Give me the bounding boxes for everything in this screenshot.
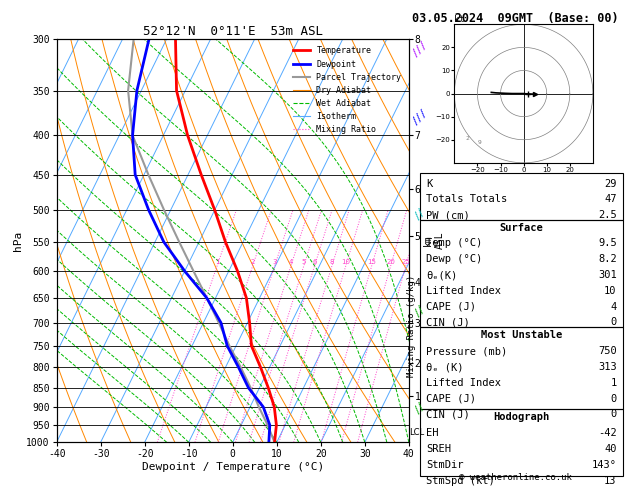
Text: 0: 0 (610, 409, 616, 419)
Text: 8.2: 8.2 (598, 254, 616, 264)
Text: CAPE (J): CAPE (J) (426, 302, 476, 312)
Legend: Temperature, Dewpoint, Parcel Trajectory, Dry Adiabat, Wet Adiabat, Isotherm, Mi: Temperature, Dewpoint, Parcel Trajectory… (290, 43, 404, 138)
Text: 1: 1 (610, 378, 616, 388)
Text: 4: 4 (610, 302, 616, 312)
Text: 25: 25 (401, 260, 410, 265)
Text: θₑ(K): θₑ(K) (426, 270, 457, 280)
Text: //: // (413, 206, 428, 222)
Text: //: // (413, 400, 428, 416)
Text: 29: 29 (604, 179, 616, 189)
Text: 40: 40 (604, 444, 616, 454)
Text: 143°: 143° (592, 460, 616, 470)
Text: Surface: Surface (499, 223, 543, 233)
Text: 3: 3 (272, 260, 277, 265)
Text: Mixing Ratio (g/kg): Mixing Ratio (g/kg) (408, 275, 416, 377)
Text: 301: 301 (598, 270, 616, 280)
Text: © weatheronline.co.uk: © weatheronline.co.uk (459, 473, 572, 482)
Text: ///: /// (410, 39, 430, 58)
Text: 47: 47 (604, 194, 616, 205)
Text: 20: 20 (386, 260, 395, 265)
Text: SREH: SREH (426, 444, 451, 454)
Text: 5: 5 (302, 260, 306, 265)
Text: 750: 750 (598, 346, 616, 356)
Text: Most Unstable: Most Unstable (481, 330, 562, 341)
Text: kt: kt (454, 15, 465, 24)
Text: 15: 15 (367, 260, 376, 265)
Text: 1: 1 (215, 260, 220, 265)
X-axis label: Dewpoint / Temperature (°C): Dewpoint / Temperature (°C) (142, 462, 324, 472)
Text: 313: 313 (598, 362, 616, 372)
Text: 0: 0 (610, 394, 616, 404)
Text: LCL: LCL (409, 428, 424, 436)
Text: 13: 13 (604, 476, 616, 486)
Text: StmDir: StmDir (426, 460, 464, 470)
Bar (420, 220, 623, 328)
Text: PW (cm): PW (cm) (426, 210, 470, 220)
Text: 0: 0 (610, 317, 616, 328)
Text: θₑ (K): θₑ (K) (426, 362, 464, 372)
Text: Lifted Index: Lifted Index (426, 286, 501, 296)
Text: 4: 4 (289, 260, 293, 265)
Text: 2.5: 2.5 (598, 210, 616, 220)
Text: CAPE (J): CAPE (J) (426, 394, 476, 404)
Y-axis label: km
ASL: km ASL (423, 232, 445, 249)
Text: Dewp (°C): Dewp (°C) (426, 254, 482, 264)
Text: CIN (J): CIN (J) (426, 409, 470, 419)
Text: Pressure (mb): Pressure (mb) (426, 346, 508, 356)
Text: //: // (413, 303, 428, 319)
Bar (420, 409, 623, 476)
Text: EH: EH (426, 428, 439, 438)
Bar (420, 328, 623, 409)
Text: StmSpd (kt): StmSpd (kt) (426, 476, 495, 486)
Y-axis label: hPa: hPa (13, 230, 23, 251)
Text: Totals Totals: Totals Totals (426, 194, 508, 205)
Text: ///: /// (410, 107, 430, 126)
Text: Hodograph: Hodograph (493, 413, 550, 422)
Text: Temp (°C): Temp (°C) (426, 239, 482, 248)
Text: 10: 10 (604, 286, 616, 296)
Text: 6: 6 (313, 260, 317, 265)
Text: 8: 8 (330, 260, 334, 265)
Title: 52°12'N  0°11'E  53m ASL: 52°12'N 0°11'E 53m ASL (143, 25, 323, 38)
Text: 2: 2 (250, 260, 255, 265)
Text: 9: 9 (477, 140, 481, 145)
Text: -42: -42 (598, 428, 616, 438)
Text: CIN (J): CIN (J) (426, 317, 470, 328)
Text: Lifted Index: Lifted Index (426, 378, 501, 388)
Text: 10: 10 (342, 260, 350, 265)
Text: 9.5: 9.5 (598, 239, 616, 248)
Bar (420, 173, 623, 220)
Text: 2: 2 (466, 136, 470, 141)
Text: K: K (426, 179, 433, 189)
Text: 03.05.2024  09GMT  (Base: 00): 03.05.2024 09GMT (Base: 00) (413, 12, 619, 25)
